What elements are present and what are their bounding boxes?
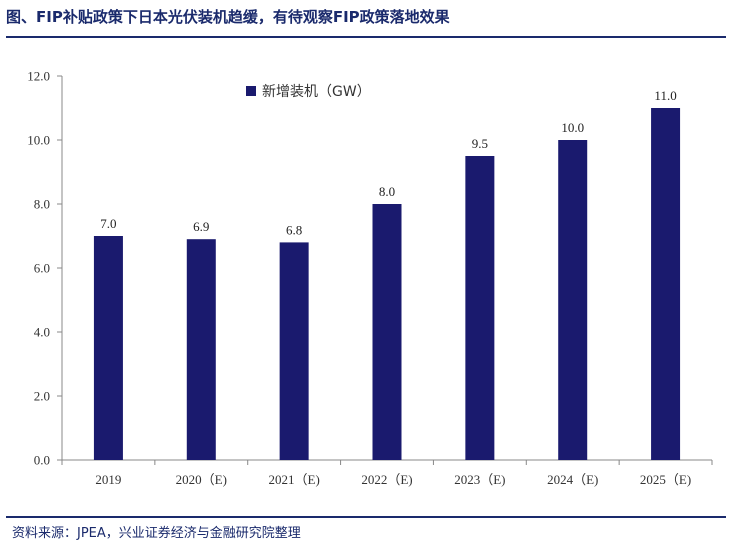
bar	[465, 156, 495, 460]
bar	[372, 204, 402, 460]
x-tick-label: 2024（E)	[547, 472, 598, 487]
data-label: 9.5	[472, 136, 488, 151]
bar	[651, 108, 681, 460]
x-tick-label: 2023（E)	[454, 472, 505, 487]
bar	[279, 242, 309, 460]
source-note: 资料来源：JPEA，兴业证券经济与金融研究院整理	[12, 526, 301, 541]
data-label: 6.9	[193, 219, 209, 234]
y-tick-label: 2.0	[34, 389, 50, 404]
y-tick-label: 4.0	[34, 325, 50, 340]
x-tick-label: 2022（E)	[361, 472, 412, 487]
bar	[558, 140, 588, 460]
x-tick-label: 2021（E)	[269, 472, 320, 487]
data-label: 8.0	[379, 184, 395, 199]
legend-label: 新增装机（GW）	[262, 84, 371, 100]
data-label: 7.0	[100, 216, 116, 231]
x-tick-label: 2019	[95, 472, 121, 487]
y-tick-label: 12.0	[27, 69, 50, 84]
bar	[93, 236, 123, 460]
y-tick-label: 8.0	[34, 197, 50, 212]
y-tick-label: 6.0	[34, 261, 50, 276]
y-tick-label: 0.0	[34, 453, 50, 468]
data-label: 11.0	[654, 88, 676, 103]
y-tick-label: 10.0	[27, 133, 50, 148]
legend-swatch	[246, 86, 256, 96]
x-tick-label: 2025（E)	[640, 472, 691, 487]
data-label: 10.0	[561, 120, 584, 135]
bar	[186, 239, 216, 460]
title-rule	[6, 36, 726, 38]
source-rule	[6, 516, 726, 518]
x-tick-label: 2020（E)	[176, 472, 227, 487]
figure-title: 图、FIP补贴政策下日本光伏装机趋缓，有待观察FIP政策落地效果	[6, 8, 450, 26]
data-label: 6.8	[286, 222, 302, 237]
